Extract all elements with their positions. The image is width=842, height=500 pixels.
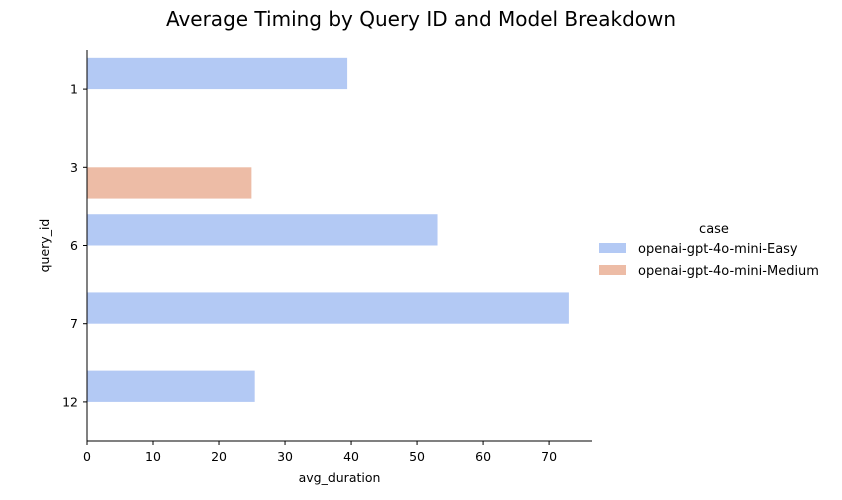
legend-title: case xyxy=(699,222,729,237)
legend-swatch-medium xyxy=(599,265,626,275)
x-tick-label: 50 xyxy=(409,449,425,464)
x-tick-label: 30 xyxy=(277,449,293,464)
bar-12-easy xyxy=(87,370,255,402)
legend-swatch-easy xyxy=(599,243,626,253)
legend: case openai-gpt-4o-mini-Easy openai-gpt-4… xyxy=(599,222,819,279)
y-axis-label: query_id xyxy=(37,219,52,273)
y-tick-label: 7 xyxy=(70,316,78,331)
x-axis-label: avg_duration xyxy=(299,470,381,485)
y-ticks: 1 3 6 7 12 xyxy=(62,82,87,409)
y-tick-label: 1 xyxy=(70,82,78,97)
chart-title: Average Timing by Query ID and Model Bre… xyxy=(166,7,676,31)
y-tick-label: 3 xyxy=(70,160,78,175)
bar-7-easy xyxy=(87,292,569,324)
bars xyxy=(87,57,569,402)
bar-3-medium xyxy=(87,167,252,199)
bar-1-easy xyxy=(87,57,348,90)
y-tick-label: 6 xyxy=(70,238,78,253)
x-tick-label: 60 xyxy=(475,449,491,464)
y-tick-label: 12 xyxy=(62,394,78,409)
legend-label-easy: openai-gpt-4o-mini-Easy xyxy=(638,242,798,257)
x-tick-label: 20 xyxy=(211,449,227,464)
x-ticks: 0 10 20 30 40 50 60 70 xyxy=(83,441,557,464)
x-tick-label: 70 xyxy=(541,449,557,464)
bar-6-easy xyxy=(87,214,438,246)
legend-label-medium: openai-gpt-4o-mini-Medium xyxy=(638,264,819,279)
x-tick-label: 40 xyxy=(343,449,359,464)
x-tick-label: 0 xyxy=(83,449,91,464)
x-tick-label: 10 xyxy=(145,449,161,464)
